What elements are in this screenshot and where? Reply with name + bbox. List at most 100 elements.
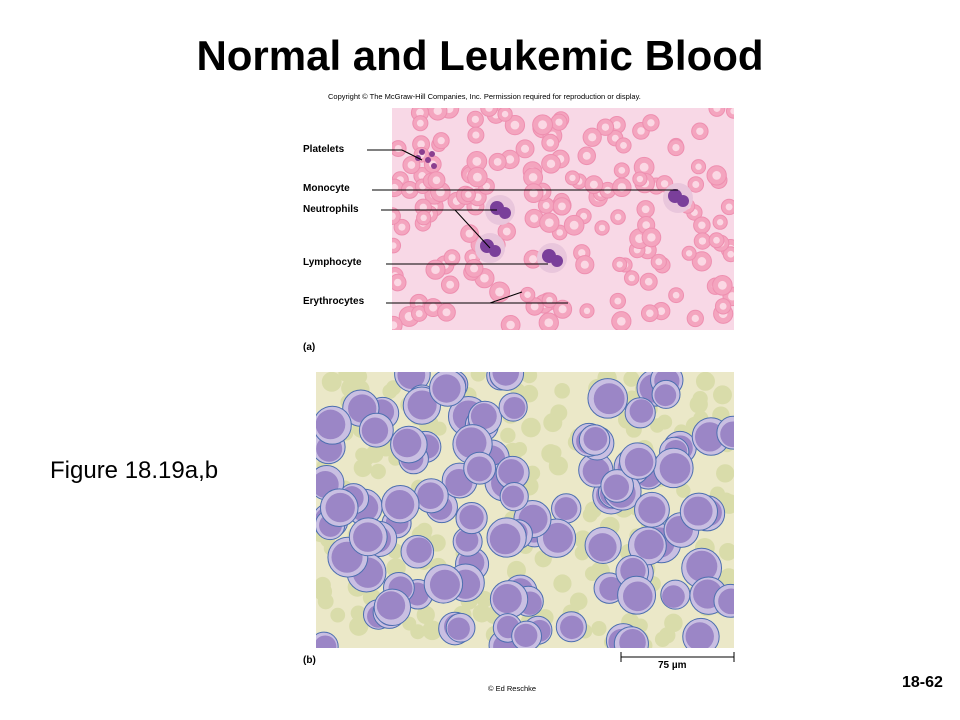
platelet [431,163,437,169]
erythrocyte-center [546,296,553,304]
erythrocyte [370,463,386,480]
erythrocyte-center [431,265,440,275]
erythrocyte-center [672,143,680,152]
erythrocyte-center [433,108,442,115]
leukemic-nucleus [432,374,461,403]
lymphocyte-nucleus [551,255,563,267]
erythrocyte-center [637,127,645,135]
erythrocyte-center [692,180,700,188]
erythrocyte-center [469,253,476,261]
erythrocyte [695,372,715,391]
erythrocyte [521,417,541,438]
erythrocyte-center [415,310,423,318]
platelet [429,151,435,157]
leukemic-nucleus [622,581,653,612]
leukemic-nucleus [588,533,617,562]
erythrocyte-center [538,120,548,130]
erythrocyte [416,605,435,625]
leukemic-nucleus [492,372,520,386]
erythrocyte-center [655,258,663,266]
leukemic-nucleus [659,453,691,484]
erythrocyte-center [725,203,733,211]
erythrocyte-center [542,202,550,210]
leukemic-nucleus [316,635,337,648]
erythrocyte-center [510,120,520,130]
leukemic-nucleus [654,384,677,407]
erythrocyte-center [719,302,727,310]
erythrocyte-center [580,212,588,220]
erythrocyte-center [524,291,531,298]
erythrocyte-center [506,320,515,330]
neutrophil-nucleus [489,245,501,257]
erythrocyte-center [530,302,539,311]
erythrocyte-center [556,229,564,236]
erythrocyte-center [472,156,482,166]
leukemic-nucleus [316,409,346,440]
erythrocyte-center [697,257,707,266]
leukemic-nucleus [459,505,484,530]
leukemic-nucleus [501,485,524,508]
erythrocyte-center [636,175,644,183]
erythrocyte-center [417,140,425,149]
erythrocyte-center [583,307,591,315]
erythrocyte-center [647,233,656,242]
leukemic-nucleus [634,529,664,560]
leukemic-nucleus [447,617,470,640]
erythrocyte [392,207,401,226]
leukemic-nucleus [683,496,713,526]
erythrocyte-center [713,108,721,112]
erythrocyte [317,593,334,610]
erythrocyte [321,372,342,392]
leukemic-nucleus [514,623,538,648]
erythrocyte-center [558,305,567,314]
erythrocyte-center [555,118,563,126]
figure-label: Figure 18.19a,b [50,457,219,484]
erythrocyte-center [505,155,515,164]
erythrocyte-center [544,318,554,328]
erythrocyte-center [730,108,734,115]
erythrocyte [550,404,568,422]
erythrocyte-center [641,205,650,214]
erythrocyte-center [485,108,493,112]
erythrocyte-center [407,161,416,169]
erythrocyte [664,613,683,633]
label-monocyte: Monocyte [303,183,350,194]
erythrocyte-center [495,287,505,297]
erythrocyte [623,372,640,387]
erythrocyte-center [472,131,480,139]
leukemic-nucleus [392,428,422,458]
leukemic-nucleus [593,383,625,415]
leukemic-nucleus [554,497,578,521]
erythrocyte [708,108,726,117]
leukemic-nucleus [455,528,479,552]
erythrocyte [554,382,570,399]
leukemic-nucleus [455,427,487,459]
scale-bar-label: 75 µm [658,660,687,671]
erythrocyte-center [448,254,456,262]
erythrocyte-center [672,291,680,299]
erythrocyte [416,522,433,539]
erythrocyte-center [394,145,402,153]
label-lymphocyte: Lymphocyte [303,257,362,268]
erythrocyte-center [617,183,626,192]
erythrocyte-center [392,242,397,249]
leukemic-blood-image [316,372,734,648]
erythrocyte-center [601,123,610,131]
leukemic-nucleus [361,417,389,444]
erythrocyte-center [639,162,649,172]
erythrocyte-center [528,173,538,182]
leukemic-blood-micrograph [316,372,734,648]
neutrophil-nucleus [499,207,511,219]
leukemic-nucleus [685,622,714,648]
erythrocyte-center [616,261,623,268]
erythrocyte-center [569,174,576,182]
leukemic-nucleus [406,537,432,563]
erythrocyte [716,464,734,483]
erythrocyte [689,395,708,414]
monocyte-nucleus [677,195,689,207]
erythrocyte [330,607,346,623]
erythrocyte-center [416,108,424,117]
erythrocyte-center [618,166,626,174]
erythrocyte-center [471,115,479,123]
leukemic-nucleus [498,459,524,485]
